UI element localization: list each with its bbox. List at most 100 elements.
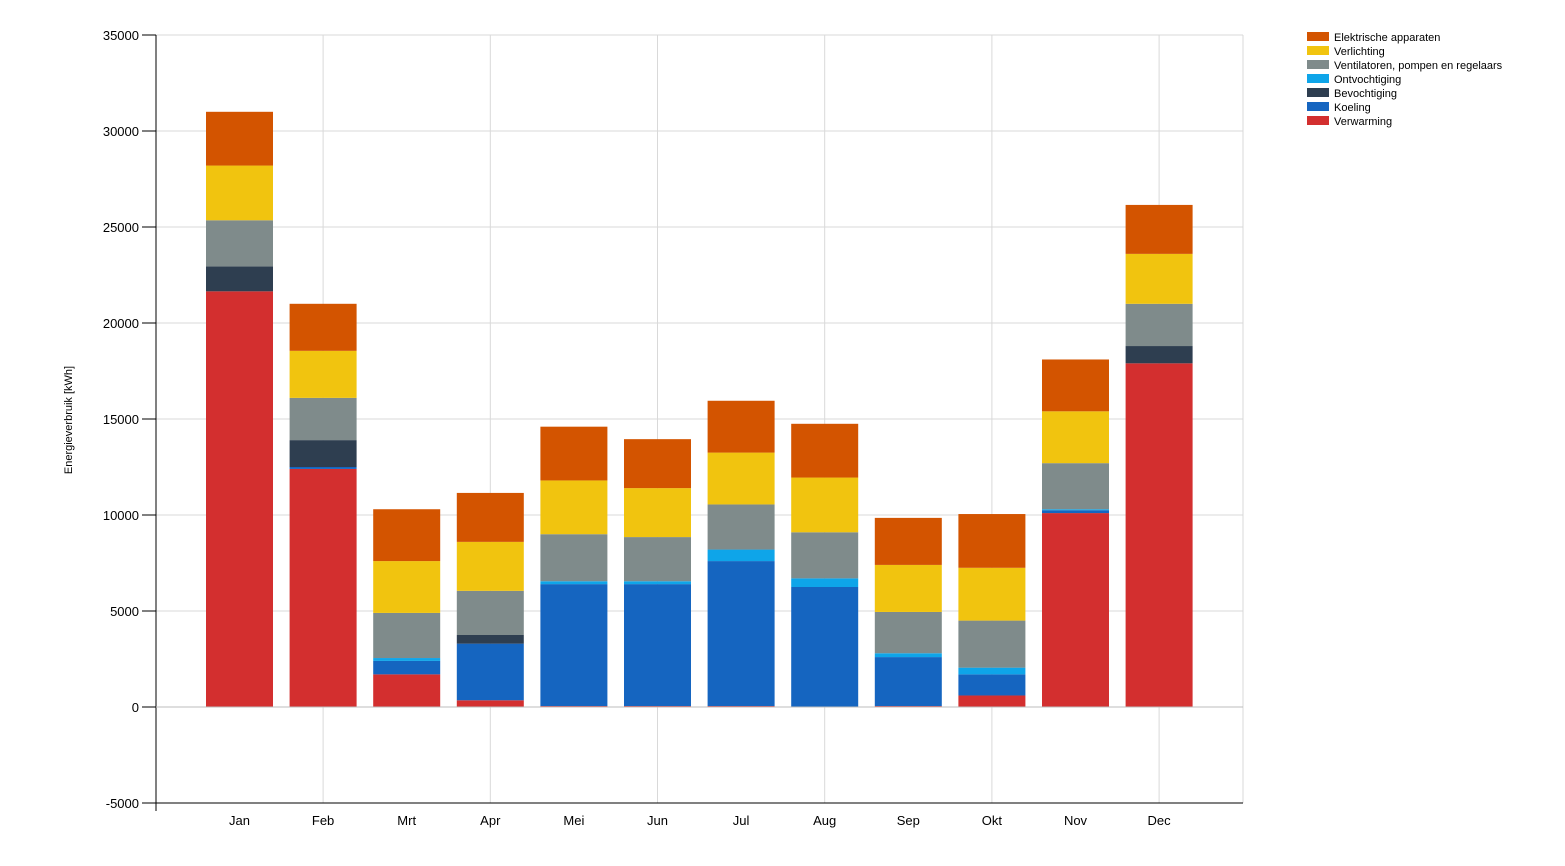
bar-Apr-Ventilatoren, pompen en regelaars — [456, 590, 524, 635]
bar-Sep-Koeling — [874, 657, 942, 707]
x-tick-label: Okt — [982, 813, 1003, 828]
bar-Sep-Verlichting — [874, 564, 942, 612]
bar-Jun-Koeling — [624, 584, 691, 707]
x-tick-label: Sep — [897, 813, 920, 828]
bars — [206, 111, 1193, 707]
bar-Aug-Ontvochtiging — [791, 578, 859, 587]
bar-Mei-Elektrische apparaten — [540, 426, 608, 481]
legend: Elektrische apparaten Verlichting Ventilat… — [1307, 32, 1503, 128]
bar-Feb-Bevochtiging — [289, 440, 357, 467]
bar-Dec-Verwarming — [1125, 363, 1193, 707]
bar-Jan-Verlichting — [206, 165, 273, 221]
legend-label: Verlichting — [1334, 46, 1385, 58]
y-tick-label: 25000 — [103, 220, 139, 235]
x-tick-label: Mrt — [397, 813, 416, 828]
x-tick-label: Apr — [480, 813, 501, 828]
bar-Jan-Elektrische apparaten — [206, 111, 273, 166]
axes — [142, 34, 1243, 811]
bar-Sep-Ventilatoren, pompen en regelaars — [874, 611, 942, 654]
bar-Aug-Elektrische apparaten — [791, 423, 859, 478]
legend-label: Verwarming — [1334, 116, 1392, 128]
x-tick-label: Jul — [733, 813, 750, 828]
legend-label: Elektrische apparaten — [1334, 32, 1440, 44]
bar-Mrt-Ventilatoren, pompen en regelaars — [373, 612, 441, 659]
y-tick-label: 10000 — [103, 508, 139, 523]
legend-label: Bevochtiging — [1334, 88, 1397, 100]
legend-swatch — [1307, 88, 1329, 97]
legend-swatch — [1307, 102, 1329, 111]
bar-Nov-Elektrische apparaten — [1042, 359, 1109, 412]
x-tick-label: Jun — [647, 813, 668, 828]
bar-Mrt-Verwarming — [373, 674, 441, 707]
bar-Jan-Ventilatoren, pompen en regelaars — [206, 220, 273, 267]
legend-swatch — [1307, 32, 1329, 41]
bar-Okt-Koeling — [958, 674, 1026, 696]
bar-Jul-Ventilatoren, pompen en regelaars — [707, 504, 775, 550]
legend-item: Elektrische apparaten — [1307, 32, 1440, 44]
bar-Dec-Elektrische apparaten — [1125, 204, 1193, 254]
bar-Dec-Bevochtiging — [1125, 346, 1193, 364]
bar-Okt-Elektrische apparaten — [958, 514, 1026, 568]
y-tick-label: 0 — [132, 700, 139, 715]
bar-Dec-Ventilatoren, pompen en regelaars — [1125, 303, 1193, 347]
legend-item: Bevochtiging — [1307, 88, 1397, 100]
y-tick-label: 20000 — [103, 316, 139, 331]
legend-item: Koeling — [1307, 102, 1371, 114]
x-tick-label: Mei — [563, 813, 584, 828]
legend-swatch — [1307, 74, 1329, 83]
x-tick-label: Jan — [229, 813, 250, 828]
bar-Apr-Koeling — [456, 643, 524, 701]
bar-Jul-Koeling — [707, 561, 775, 707]
legend-item: Verlichting — [1307, 46, 1385, 58]
bar-Mei-Ontvochtiging — [540, 581, 608, 585]
y-axis-title: Energieverbruik [kWh] — [63, 366, 75, 474]
bar-Jul-Ontvochtiging — [707, 549, 775, 562]
y-tick-label: -5000 — [106, 796, 139, 811]
bar-Nov-Ventilatoren, pompen en regelaars — [1042, 463, 1109, 510]
bar-Mei-Ventilatoren, pompen en regelaars — [540, 534, 608, 582]
legend-item: Verwarming — [1307, 116, 1392, 128]
x-tick-label: Feb — [312, 813, 334, 828]
y-tick-label: 5000 — [110, 604, 139, 619]
bar-Nov-Verwarming — [1042, 513, 1109, 707]
bar-Mrt-Verlichting — [373, 561, 441, 613]
legend-swatch — [1307, 116, 1329, 125]
bar-Jun-Verlichting — [624, 488, 691, 538]
bar-Nov-Ontvochtiging — [1042, 509, 1109, 511]
bar-Apr-Verlichting — [456, 541, 524, 591]
bar-Mrt-Elektrische apparaten — [373, 509, 441, 562]
legend-label: Ventilatoren, pompen en regelaars — [1334, 60, 1503, 72]
legend-swatch — [1307, 60, 1329, 69]
bar-Feb-Koeling — [289, 467, 357, 469]
bar-Apr-Elektrische apparaten — [456, 492, 524, 542]
bar-Feb-Verlichting — [289, 350, 357, 398]
bar-Feb-Elektrische apparaten — [289, 303, 357, 351]
y-tick-label: 30000 — [103, 124, 139, 139]
bar-Jan-Verwarming — [206, 291, 273, 707]
bar-Dec-Verlichting — [1125, 253, 1193, 304]
legend-item: Ventilatoren, pompen en regelaars — [1307, 60, 1503, 72]
bar-Nov-Verlichting — [1042, 411, 1109, 464]
bar-Apr-Verwarming — [456, 700, 524, 707]
y-tick-label: 15000 — [103, 412, 139, 427]
legend-swatch — [1307, 46, 1329, 55]
bar-Jul-Verlichting — [707, 452, 775, 505]
bar-Aug-Koeling — [791, 587, 859, 707]
bar-Sep-Elektrische apparaten — [874, 517, 942, 565]
bar-Aug-Ventilatoren, pompen en regelaars — [791, 532, 859, 579]
bar-Jun-Elektrische apparaten — [624, 439, 691, 489]
bar-Okt-Verwarming — [958, 695, 1026, 707]
bar-Apr-Bevochtiging — [456, 635, 524, 644]
bar-Jan-Bevochtiging — [206, 266, 273, 292]
bar-Nov-Koeling — [1042, 510, 1109, 514]
bar-Jun-Ontvochtiging — [624, 581, 691, 585]
bar-Mrt-Ontvochtiging — [373, 658, 441, 661]
bar-Mei-Koeling — [540, 584, 608, 707]
y-tick-labels: -5000 0 5000 10000 15000 20000 25000 30000 35000 — [103, 28, 139, 811]
bar-Feb-Verwarming — [289, 468, 357, 707]
bar-Okt-Ontvochtiging — [958, 667, 1026, 675]
x-tick-label: Dec — [1148, 813, 1172, 828]
x-tick-labels: Jan Feb Mrt Apr Mei Jun Jul Aug Sep Okt Nov Dec — [229, 813, 1171, 828]
bar-Feb-Ventilatoren, pompen en regelaars — [289, 397, 357, 441]
